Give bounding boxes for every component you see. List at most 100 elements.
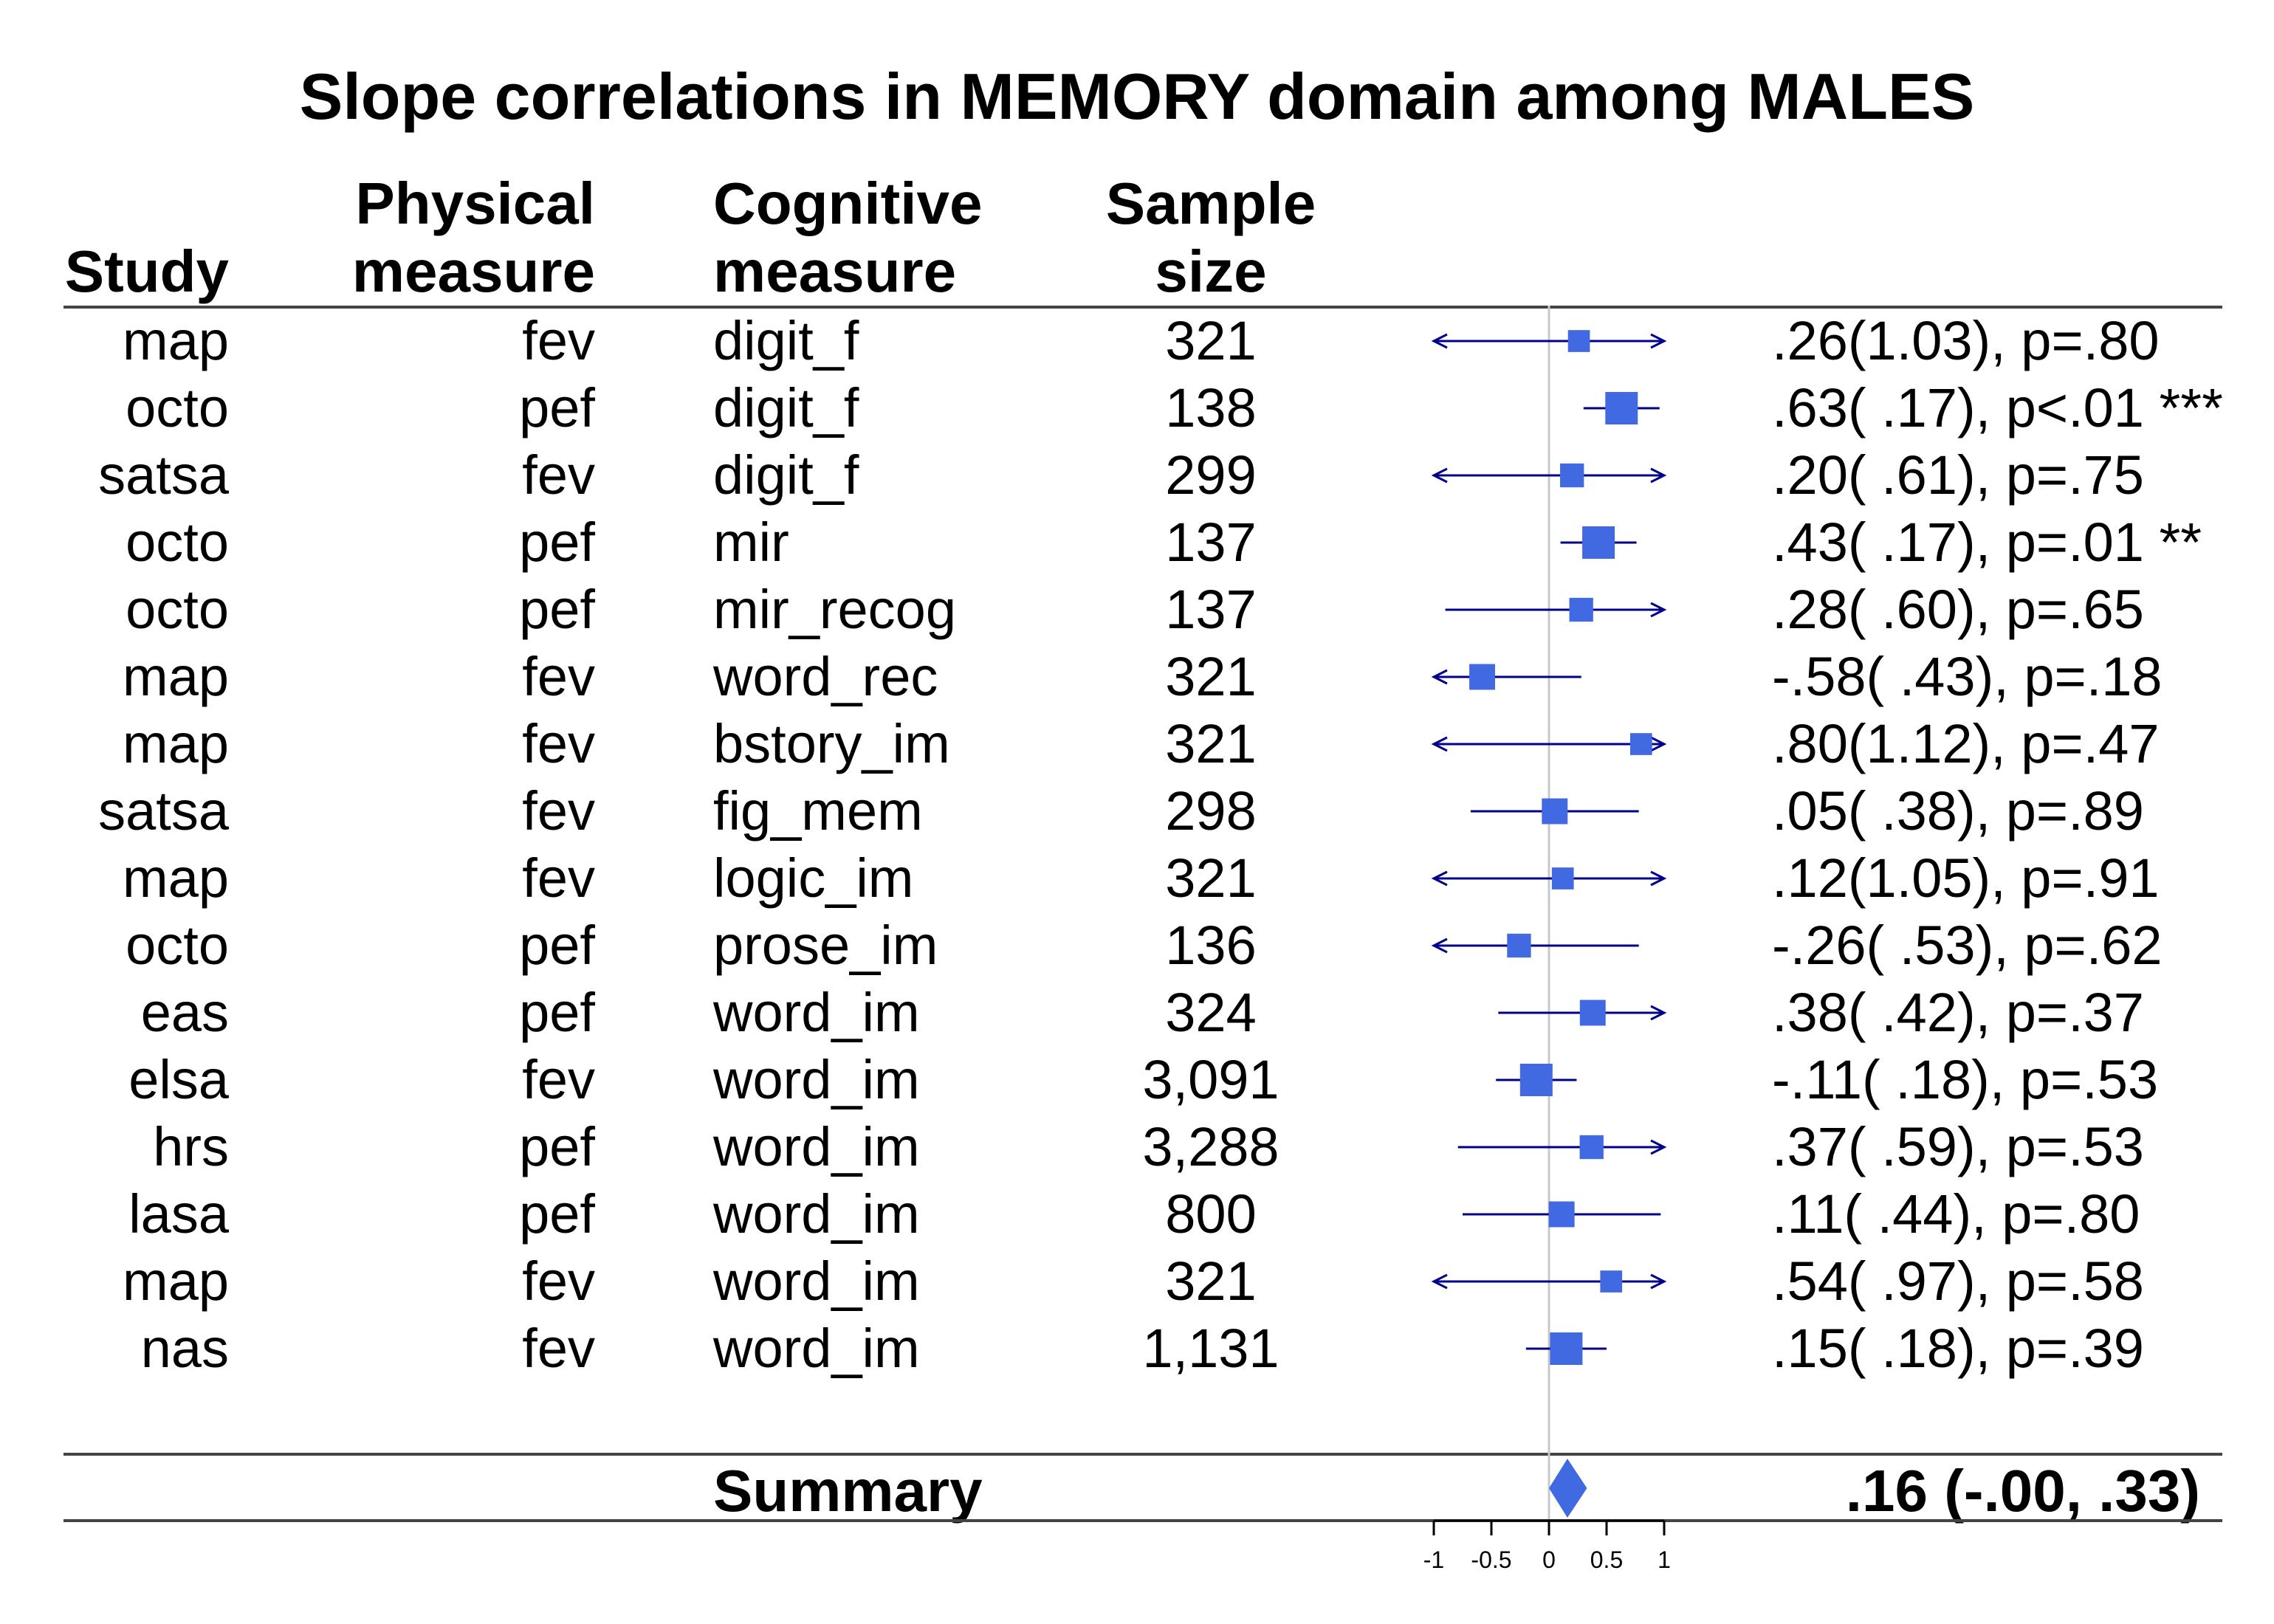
- row-study: eas: [140, 982, 229, 1043]
- summary-bottom-rule: [63, 1519, 2222, 1522]
- row-study: map: [123, 713, 229, 774]
- row-estimate-label: .38( .42), p=.37: [1772, 982, 2144, 1043]
- x-axis-tick-label: 1: [1658, 1546, 1671, 1573]
- row-sample-size: 800: [1165, 1183, 1257, 1245]
- summary-label: Summary: [713, 1458, 983, 1524]
- summary-top-rule: [63, 1453, 2222, 1456]
- row-estimate-label: .12(1.05), p=.91: [1772, 847, 2160, 909]
- row-cognitive-measure: word_im: [713, 1250, 920, 1312]
- row-cognitive-measure: fig_mem: [713, 780, 923, 842]
- ci-arrow-right: [1650, 1139, 1667, 1155]
- row-physical-measure: fev: [522, 310, 595, 371]
- row-sample-size: 321: [1165, 310, 1257, 371]
- row-cognitive-measure: digit_f: [713, 444, 859, 506]
- estimate-marker: [1551, 867, 1574, 890]
- row-study: map: [123, 847, 229, 909]
- row-physical-measure: pef: [519, 1183, 595, 1245]
- row-sample-size: 137: [1165, 579, 1257, 640]
- row-sample-size: 1,131: [1142, 1318, 1279, 1379]
- row-study: octo: [126, 512, 229, 573]
- row-physical-measure: fev: [522, 444, 595, 506]
- estimate-marker: [1507, 933, 1531, 958]
- row-estimate-label: .20( .61), p=.75: [1772, 444, 2144, 506]
- ci-arrow-left: [1431, 333, 1448, 349]
- header-study-line1: Study: [64, 238, 229, 304]
- row-physical-measure: pef: [519, 915, 595, 976]
- estimate-marker: [1579, 999, 1606, 1026]
- x-axis-tick-label: 0: [1542, 1546, 1556, 1573]
- row-cognitive-measure: bstory_im: [713, 713, 950, 774]
- x-axis-tick-label: 0.5: [1590, 1546, 1623, 1573]
- row-sample-size: 321: [1165, 847, 1257, 909]
- x-axis-tick-label: -1: [1423, 1546, 1444, 1573]
- header-sample-size: Sample size: [1085, 170, 1336, 306]
- estimate-marker: [1560, 463, 1584, 488]
- header-sample-line2: size: [1155, 238, 1267, 304]
- row-sample-size: 137: [1165, 512, 1257, 573]
- row-cognitive-measure: digit_f: [713, 377, 859, 438]
- estimate-marker: [1567, 330, 1590, 352]
- header-rule: [63, 306, 2222, 309]
- row-estimate-label: .15( .18), p=.39: [1772, 1318, 2144, 1379]
- row-physical-measure: fev: [522, 1049, 595, 1110]
- row-estimate-label: .43( .17), p=.01 **: [1772, 512, 2202, 573]
- row-physical-measure: pef: [519, 377, 595, 438]
- header-physical: Physical measure: [325, 170, 595, 306]
- row-cognitive-measure: digit_f: [713, 310, 859, 371]
- estimate-marker: [1519, 1064, 1553, 1096]
- row-estimate-label: .11( .44), p=.80: [1772, 1183, 2140, 1245]
- header-cognitive-line2: measure: [713, 238, 957, 304]
- row-study: map: [123, 646, 229, 707]
- row-study: map: [123, 1250, 229, 1312]
- ci-arrow-right: [1650, 602, 1667, 618]
- row-physical-measure: fev: [522, 713, 595, 774]
- row-cognitive-measure: word_im: [713, 1049, 920, 1110]
- row-estimate-label: -.26( .53), p=.62: [1772, 915, 2163, 976]
- row-physical-measure: pef: [519, 579, 595, 640]
- row-sample-size: 321: [1165, 713, 1257, 774]
- row-study: nas: [140, 1318, 229, 1379]
- estimate-marker: [1600, 1270, 1623, 1293]
- row-cognitive-measure: word_im: [713, 1318, 920, 1379]
- row-study: elsa: [128, 1049, 229, 1110]
- row-study: hrs: [153, 1116, 229, 1177]
- row-cognitive-measure: word_im: [713, 982, 920, 1043]
- estimate-marker: [1579, 1135, 1604, 1160]
- ci-arrow-left: [1431, 870, 1448, 887]
- ci-arrow-right: [1650, 870, 1667, 887]
- row-sample-size: 299: [1165, 444, 1257, 506]
- row-physical-measure: pef: [519, 512, 595, 573]
- ci-arrow-left: [1431, 937, 1448, 954]
- estimate-marker: [1548, 1201, 1575, 1228]
- estimate-marker: [1629, 733, 1652, 755]
- row-estimate-label: .80(1.12), p=.47: [1772, 713, 2160, 774]
- row-estimate-label: .54( .97), p=.58: [1772, 1250, 2144, 1312]
- row-estimate-label: .37( .59), p=.53: [1772, 1116, 2144, 1177]
- header-physical-line1: Physical: [355, 171, 595, 236]
- row-sample-size: 298: [1165, 780, 1257, 842]
- row-sample-size: 138: [1165, 377, 1257, 438]
- row-physical-measure: fev: [522, 646, 595, 707]
- ci-arrow-left: [1431, 669, 1448, 685]
- chart-title: Slope correlations in MEMORY domain amon…: [299, 60, 1975, 133]
- row-cognitive-measure: word_im: [713, 1183, 920, 1245]
- header-sample-line1: Sample: [1105, 171, 1316, 236]
- estimate-marker: [1469, 664, 1495, 690]
- row-physical-measure: fev: [522, 1250, 595, 1312]
- row-sample-size: 321: [1165, 646, 1257, 707]
- row-estimate-label: .63( .17), p<.01 ***: [1772, 377, 2223, 438]
- row-estimate-label: .26(1.03), p=.80: [1772, 310, 2160, 371]
- row-estimate-label: -.11( .18), p=.53: [1772, 1049, 2159, 1110]
- row-cognitive-measure: word_rec: [713, 646, 938, 707]
- row-study: satsa: [98, 780, 229, 842]
- ci-arrow-left: [1431, 1273, 1448, 1290]
- estimate-marker: [1582, 526, 1615, 559]
- estimate-marker: [1550, 1332, 1583, 1365]
- row-physical-measure: fev: [522, 847, 595, 909]
- row-cognitive-measure: word_im: [713, 1116, 920, 1177]
- summary-diamond: [1549, 1459, 1587, 1518]
- ci-arrow-right: [1650, 467, 1667, 484]
- row-sample-size: 136: [1165, 915, 1257, 976]
- row-cognitive-measure: logic_im: [713, 847, 914, 909]
